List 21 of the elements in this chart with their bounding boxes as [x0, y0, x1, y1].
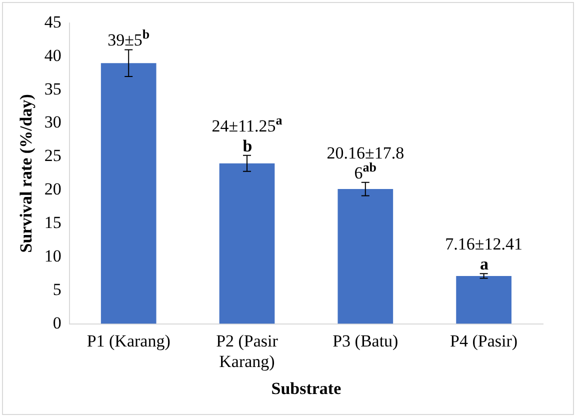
x-axis-title: Substrate — [271, 379, 342, 398]
y-tick-label: 10 — [44, 246, 62, 266]
y-tick-label: 35 — [44, 79, 62, 98]
bar — [338, 189, 394, 324]
x-tick-label: P3 (Batu) — [332, 331, 398, 350]
y-tick-label: 0 — [52, 313, 62, 332]
bar — [219, 163, 275, 324]
bar — [100, 63, 156, 324]
x-tick-label: P4 (Pasir) — [450, 331, 518, 350]
bar — [456, 276, 512, 324]
x-tick-label: P2 (Pasir Karang) — [216, 331, 278, 371]
y-tick-label: 45 — [44, 12, 62, 32]
y-tick-label: 25 — [44, 146, 62, 166]
y-tick-label: 30 — [44, 112, 62, 132]
y-axis-title: Survival rate (%/day) — [16, 94, 36, 253]
y-tick-label: 40 — [44, 46, 62, 65]
y-tick-label: 20 — [44, 180, 62, 199]
y-tick-label: 5 — [52, 280, 62, 299]
data-label: 7.16±12.41 a — [445, 234, 522, 274]
y-tick-label: 15 — [44, 213, 62, 232]
x-tick-label: P1 (Karang) — [86, 331, 170, 350]
